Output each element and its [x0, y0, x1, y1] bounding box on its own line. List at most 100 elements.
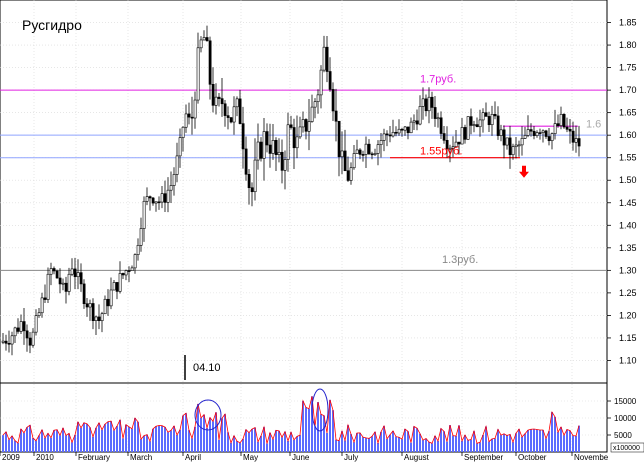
candle-body — [415, 120, 419, 125]
volume-bar — [125, 424, 127, 452]
volume-bar — [563, 435, 565, 452]
volume-bar — [158, 425, 160, 452]
candle-body — [115, 282, 119, 292]
volume-bar — [374, 431, 376, 452]
volume-bar — [293, 439, 295, 452]
month-tick-label: July — [344, 453, 358, 462]
volume-bar — [449, 425, 451, 452]
month-tick-label: Novembe — [574, 453, 609, 462]
candle-body — [427, 96, 431, 112]
candle-body — [466, 116, 470, 140]
candle-body — [46, 273, 50, 300]
volume-bar — [428, 442, 430, 452]
candle-body — [538, 132, 542, 134]
candle-body — [439, 117, 443, 134]
price-tick-label: 1.30 — [619, 265, 637, 275]
down-arrow-icon — [519, 165, 529, 178]
volume-bar — [410, 442, 412, 452]
candle-body — [169, 185, 173, 191]
date-marker-label: 04.10 — [193, 362, 221, 374]
candle-body — [520, 138, 524, 146]
month-tick-label: March — [130, 453, 152, 462]
volume-bar — [167, 432, 169, 452]
volume-bar — [263, 427, 265, 452]
volume-bar — [557, 432, 559, 452]
candle-body — [94, 316, 98, 321]
candle-body — [244, 148, 248, 175]
volume-bar — [110, 421, 112, 452]
volume-bar — [416, 428, 418, 452]
candle-body — [178, 137, 182, 157]
candle-body — [181, 126, 185, 138]
volume-bar — [131, 428, 133, 452]
volume-bar — [407, 431, 409, 452]
volume-bar — [497, 429, 499, 452]
candle-body — [469, 116, 473, 126]
volume-bar — [242, 438, 244, 452]
volume-bar — [200, 417, 202, 452]
candle-body — [436, 117, 440, 120]
volume-bar — [179, 429, 181, 452]
volume-bar — [356, 433, 358, 452]
volume-bar — [314, 426, 316, 452]
candle-body — [493, 113, 497, 117]
candle-body — [172, 174, 176, 186]
candle-body — [367, 143, 371, 155]
volume-tick-label: 5000 — [614, 431, 632, 440]
candle-body — [61, 282, 65, 285]
candle-body — [472, 124, 476, 126]
candle-body — [157, 201, 161, 204]
candle-body — [286, 124, 290, 160]
level-annotation: 1.7руб. — [420, 74, 456, 86]
candle-body — [460, 127, 464, 145]
volume-bar — [491, 438, 493, 452]
month-tick-label: June — [292, 453, 310, 462]
volume-bar — [221, 418, 223, 452]
volume-bar — [32, 438, 34, 452]
volume-bar — [152, 428, 154, 452]
volume-bar — [323, 415, 325, 452]
candle-body — [556, 123, 560, 126]
candle-body — [235, 98, 239, 108]
volume-bar — [101, 429, 103, 452]
candle-body — [559, 113, 563, 126]
candle-body — [223, 103, 227, 116]
volume-bar — [287, 440, 289, 452]
volume-bar — [569, 430, 571, 452]
volume-bar — [41, 429, 43, 452]
candle-body — [106, 298, 110, 307]
candle-body — [280, 151, 284, 171]
candle-body — [214, 96, 218, 106]
volume-bar — [482, 435, 484, 452]
candle-body — [562, 113, 566, 128]
candle-body — [331, 89, 335, 112]
volume-bar — [368, 438, 370, 452]
candle-body — [100, 313, 104, 322]
candle-body — [133, 254, 137, 269]
price-tick-label: 1.35 — [619, 243, 637, 253]
volume-bar — [74, 434, 76, 452]
volume-bar — [23, 432, 25, 452]
volume-bar — [176, 434, 178, 452]
candle-body — [523, 135, 527, 139]
volume-bar — [437, 441, 439, 452]
volume-bar — [116, 426, 118, 452]
candle-body — [328, 71, 332, 90]
candle-body — [283, 159, 287, 171]
candle-body — [544, 130, 548, 137]
volume-bar — [146, 434, 148, 452]
candle-body — [262, 131, 266, 159]
candle-body — [109, 289, 113, 307]
candle-body — [238, 98, 242, 124]
candle-body — [391, 131, 395, 137]
candle-body — [457, 141, 461, 145]
volume-bar — [413, 426, 415, 452]
candle-body — [529, 129, 533, 132]
volume-bar — [566, 429, 568, 452]
volume-bar — [56, 429, 58, 452]
month-axis: 2009 2010 February March April May June July Aug… — [0, 452, 609, 462]
volume-bar — [425, 438, 427, 452]
candle-body — [463, 127, 467, 140]
candle-body — [103, 298, 107, 315]
candle-body — [310, 106, 314, 122]
